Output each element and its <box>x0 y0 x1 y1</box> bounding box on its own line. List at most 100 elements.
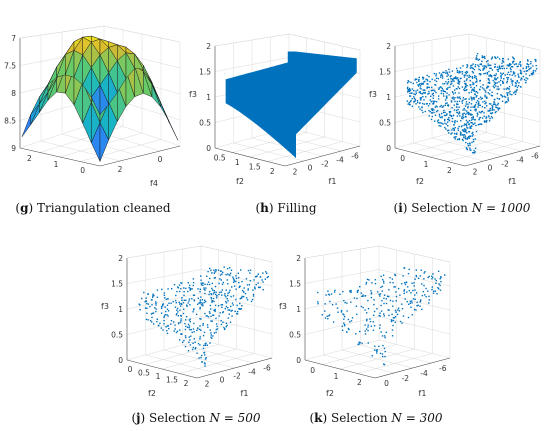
panel-k-point <box>406 301 408 303</box>
panel-i-point <box>450 100 453 102</box>
panel-j-point <box>211 300 213 302</box>
panel-i-point <box>458 138 461 140</box>
panel-j-point <box>232 281 235 283</box>
panel-k-point <box>324 310 326 312</box>
panel-i-x-tick: 0 <box>400 154 405 163</box>
panel-i-point <box>454 77 456 79</box>
panel-j-point <box>202 282 204 284</box>
panel-k-point <box>373 303 375 306</box>
panel-k-point <box>382 344 384 347</box>
panel-i-point <box>433 109 435 111</box>
panel-i-point <box>523 70 525 73</box>
panel-j-point <box>220 323 223 326</box>
panel-h-x-tick: 2 <box>270 167 275 176</box>
panel-j-point <box>202 322 204 325</box>
panel-k-point <box>376 291 379 293</box>
panel-i-point <box>454 138 456 140</box>
panel-j-point <box>165 326 167 328</box>
panel-i-point <box>482 68 484 70</box>
panel-i-point <box>457 86 459 88</box>
panel-k-point <box>367 324 369 326</box>
panel-j-point <box>199 301 201 303</box>
panel-i-point <box>455 133 458 135</box>
panel-j-x-tick: 1 <box>156 372 161 381</box>
panel-i-points <box>406 53 538 154</box>
panel-i-point <box>473 90 476 92</box>
panel-i-point <box>473 105 476 108</box>
panel-k-point <box>410 292 412 294</box>
panel-k-point <box>347 318 350 321</box>
panel-k-point <box>341 325 343 328</box>
panel-j-point <box>198 302 200 304</box>
panel-k-point <box>413 285 415 287</box>
panel-i-point <box>525 77 527 79</box>
panel-j-point <box>194 341 196 343</box>
panel-j-point <box>172 321 175 323</box>
panel-j-point <box>200 318 202 320</box>
panel-i-point <box>463 129 465 131</box>
panel-j-point <box>241 295 243 298</box>
panel-j-point <box>225 305 227 308</box>
panel-i-point <box>467 144 469 147</box>
panel-j-point <box>195 313 198 316</box>
panel-i-point <box>430 108 433 110</box>
panel-i-point <box>422 111 424 114</box>
panel-i-point <box>508 88 510 90</box>
panel-i-point <box>412 82 414 85</box>
panel-k-point <box>431 275 433 277</box>
panel-i-point <box>506 64 508 66</box>
panel-j-point <box>238 307 240 310</box>
panel-i-point <box>473 96 475 99</box>
panel-j-point <box>209 291 211 293</box>
panel-i-point <box>413 97 416 100</box>
panel-j-point <box>173 330 175 332</box>
panel-j-point <box>206 275 208 277</box>
panel-i-point <box>469 135 471 137</box>
panel-i-point <box>504 102 507 104</box>
panel-i-point <box>476 79 478 81</box>
panel-i-point <box>408 89 410 91</box>
panel-i-point <box>438 115 441 117</box>
panel-i-point <box>484 95 486 98</box>
panel-j-point <box>164 297 166 299</box>
panel-h-z-tick: 0.5 <box>199 119 211 128</box>
panel-i-point <box>470 65 472 67</box>
panel-k-point <box>332 321 335 323</box>
panel-j-point <box>156 289 159 291</box>
panel-j-point <box>180 305 182 307</box>
panel-g-caption-open: ( <box>15 201 20 215</box>
panel-i-point <box>512 71 515 73</box>
panel-j-point <box>192 309 195 311</box>
panel-i-point <box>451 70 454 72</box>
panel-i-point <box>493 84 496 86</box>
panel-i-point <box>418 83 421 86</box>
panel-i-point <box>494 103 496 105</box>
panel-i-point <box>486 72 488 74</box>
panel-i-point <box>451 120 453 123</box>
panel-i-point <box>512 72 515 74</box>
panel-j-point <box>192 346 195 349</box>
panel-i-point <box>488 75 490 77</box>
panel-j-point <box>158 324 160 327</box>
panel-j-point <box>209 267 211 270</box>
panel-i-point <box>419 85 422 87</box>
panel-i-point <box>456 67 458 70</box>
panel-k-point <box>380 310 383 312</box>
panel-k-x-tick: 2 <box>357 378 362 387</box>
panel-i-point <box>502 72 504 74</box>
panel-k-point <box>336 307 339 309</box>
panel-k-point <box>431 288 433 291</box>
panel-i-point <box>464 123 466 125</box>
panel-i-point <box>491 104 493 107</box>
panel-i-point <box>425 103 428 105</box>
panel-j-point <box>255 275 257 278</box>
panel-i-point <box>447 87 449 89</box>
panel-i-point <box>477 113 479 115</box>
panel-i-point <box>478 102 480 105</box>
panel-h-edge <box>284 145 361 167</box>
panel-j-point <box>222 311 224 314</box>
panel-i-point <box>461 138 464 141</box>
panel-i-point <box>483 66 485 69</box>
panel-k-point <box>348 328 350 331</box>
panel-k-point <box>419 275 422 277</box>
